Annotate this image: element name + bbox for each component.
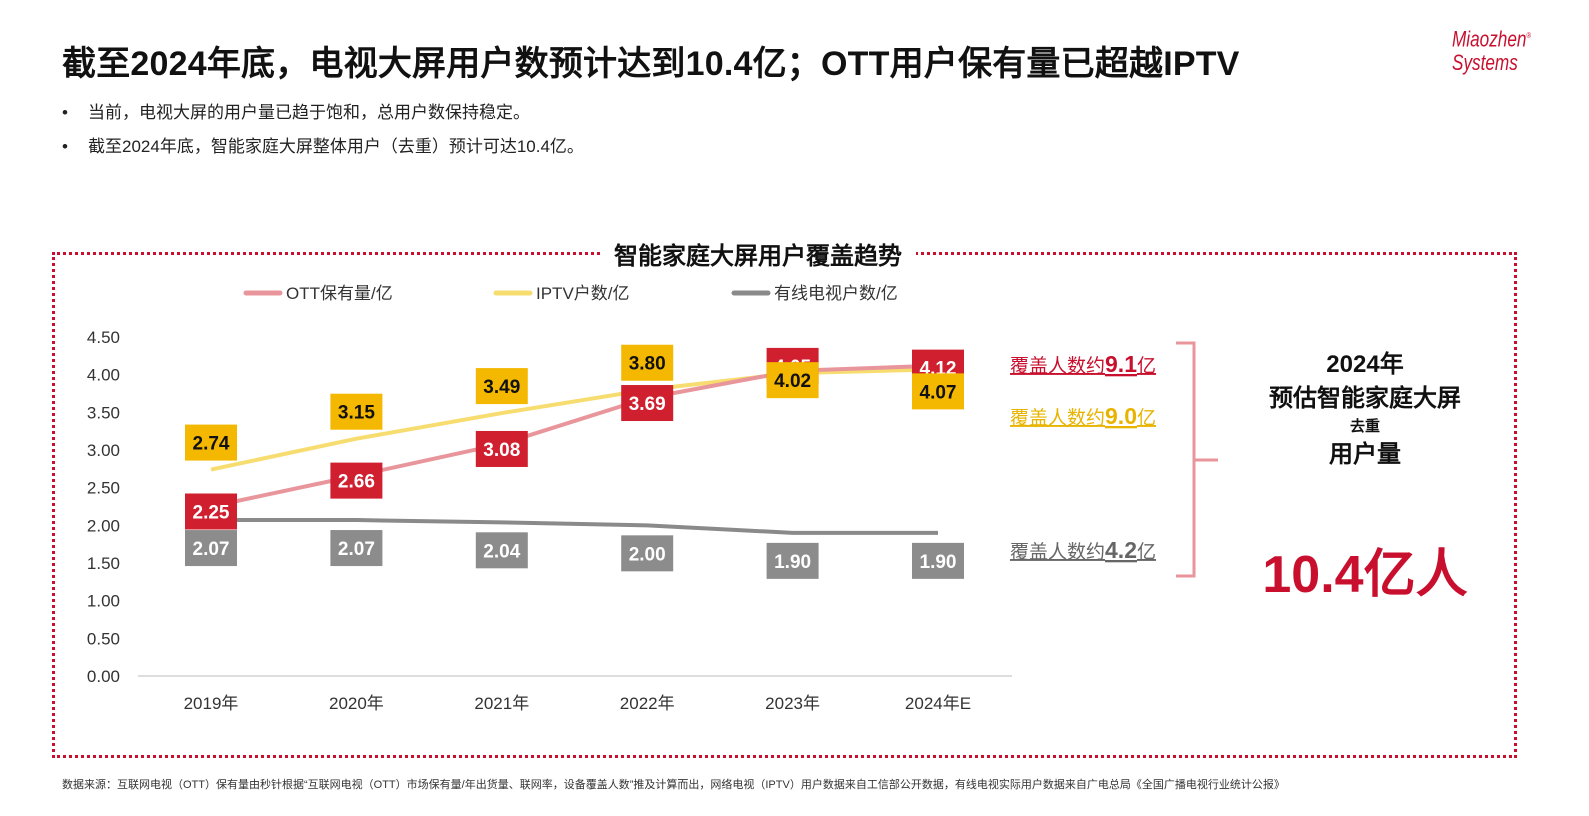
series-line <box>211 518 938 535</box>
data-label-box <box>621 535 674 572</box>
coverage-prefix: 覆盖人数约 <box>1010 355 1105 377</box>
data-label: 2.04 <box>483 541 520 562</box>
summary-block: 2024年 预估智能家庭大屏 去重 用户量 <box>1250 348 1480 472</box>
data-label: 3.15 <box>338 403 375 424</box>
summary-subject: 预估智能家庭大屏 <box>1269 385 1461 412</box>
y-tick-label: 0.50 <box>87 629 120 648</box>
data-label: 4.07 <box>920 382 957 403</box>
y-tick-label: 1.00 <box>87 592 120 611</box>
data-label-box <box>330 530 383 567</box>
y-tick-label: 2.00 <box>87 516 120 535</box>
data-label-box <box>185 530 237 567</box>
data-label: 1.90 <box>774 552 811 573</box>
data-label: 2.07 <box>193 539 230 560</box>
data-label-box <box>330 393 383 430</box>
coverage-value: 9.0 <box>1105 403 1137 429</box>
y-tick-label: 2.50 <box>87 479 120 498</box>
coverage-suffix: 亿 <box>1137 541 1156 563</box>
legend-label: OTT保有量/亿 <box>286 284 393 303</box>
logo-line1: Miaozhen <box>1452 26 1527 52</box>
y-tick-label: 4.00 <box>87 366 120 385</box>
x-tick-label: 2021年 <box>474 694 529 713</box>
y-tick-label: 4.50 <box>87 328 120 347</box>
bullet-text: 截至2024年底，智能家庭大屏整体用户（去重）预计可达10.4亿。 <box>88 137 584 156</box>
y-tick-label: 3.50 <box>87 403 120 422</box>
x-tick-label: 2022年 <box>620 694 675 713</box>
y-tick-label: 3.00 <box>87 441 120 460</box>
coverage-prefix: 覆盖人数约 <box>1010 407 1105 429</box>
data-label: 2.07 <box>338 539 375 560</box>
legend-label: 有线电视户数/亿 <box>774 284 898 303</box>
data-label: 4.02 <box>774 371 811 392</box>
data-label-box <box>475 368 528 405</box>
x-tick-label: 2023年 <box>765 694 820 713</box>
data-label: 3.08 <box>483 440 520 461</box>
page-title: 截至2024年底，电视大屏用户数预计达到10.4亿；OTT用户保有量已超越IPT… <box>62 45 1240 83</box>
data-label-box <box>621 344 674 381</box>
data-label: 2.66 <box>338 472 375 493</box>
coverage-value: 4.2 <box>1105 537 1137 563</box>
y-tick-label: 1.50 <box>87 554 120 573</box>
coverage-value: 9.1 <box>1105 351 1137 377</box>
data-label-box <box>766 362 819 399</box>
bullet-list: • 当前，电视大屏的用户量已趋于饱和，总用户数保持稳定。 • 截至2024年底，智能… <box>62 96 584 164</box>
coverage-annotation: 覆盖人数约9.1亿 <box>1010 351 1156 377</box>
data-label-box <box>330 462 383 499</box>
x-tick-label: 2024年E <box>905 694 971 713</box>
data-label-box <box>475 532 528 569</box>
bullet-dot: • <box>62 103 68 122</box>
series-line <box>210 363 939 509</box>
data-label: 3.80 <box>629 354 666 375</box>
data-label-box <box>912 373 964 410</box>
x-tick-label: 2019年 <box>184 694 239 713</box>
y-tick-label: 0.00 <box>87 667 120 686</box>
data-label-box <box>621 385 674 422</box>
chart-panel-title: 智能家庭大屏用户覆盖趋势 <box>600 236 916 271</box>
data-label-box <box>912 542 964 579</box>
bullet-dot: • <box>62 137 68 156</box>
coverage-bracket <box>1176 341 1218 578</box>
data-label: 2.74 <box>193 434 230 455</box>
summary-dedup-note: 去重 <box>1349 418 1380 435</box>
data-label: 3.69 <box>629 394 666 415</box>
bullet-item: • 当前，电视大屏的用户量已趋于饱和，总用户数保持稳定。 <box>62 96 584 130</box>
data-label: 1.90 <box>920 552 957 573</box>
summary-year: 2024年 <box>1326 351 1404 378</box>
x-tick-label: 2020年 <box>329 694 384 713</box>
coverage-suffix: 亿 <box>1137 407 1156 429</box>
coverage-annotation: 覆盖人数约4.2亿 <box>1010 537 1156 563</box>
summary-big-number: 10.4亿人 <box>1262 546 1468 604</box>
coverage-annotation: 覆盖人数约9.0亿 <box>1010 403 1156 429</box>
legend-label: IPTV户数/亿 <box>536 284 630 303</box>
data-label: 3.49 <box>483 377 520 398</box>
data-label-box <box>185 424 237 461</box>
coverage-prefix: 覆盖人数约 <box>1010 541 1105 563</box>
summary-metric: 用户量 <box>1329 441 1401 468</box>
bullet-item: • 截至2024年底，智能家庭大屏整体用户（去重）预计可达10.4亿。 <box>62 130 584 164</box>
bullet-text: 当前，电视大屏的用户量已趋于饱和，总用户数保持稳定。 <box>88 103 530 122</box>
coverage-suffix: 亿 <box>1137 355 1156 377</box>
logo-registered-mark: ® <box>1526 31 1532 40</box>
data-label-box <box>766 542 819 579</box>
data-label: 2.00 <box>629 544 666 565</box>
source-footnote: 数据来源：互联网电视（OTT）保有量由秒针根据“互联网电视（OTT）市场保有量/… <box>62 779 1285 791</box>
logo-line2: Systems <box>1452 50 1518 76</box>
data-label: 2.25 <box>193 503 230 524</box>
data-label-box <box>185 493 237 530</box>
brand-logo: Miaozhen® Systems <box>1452 24 1531 76</box>
data-label-box <box>475 430 528 467</box>
